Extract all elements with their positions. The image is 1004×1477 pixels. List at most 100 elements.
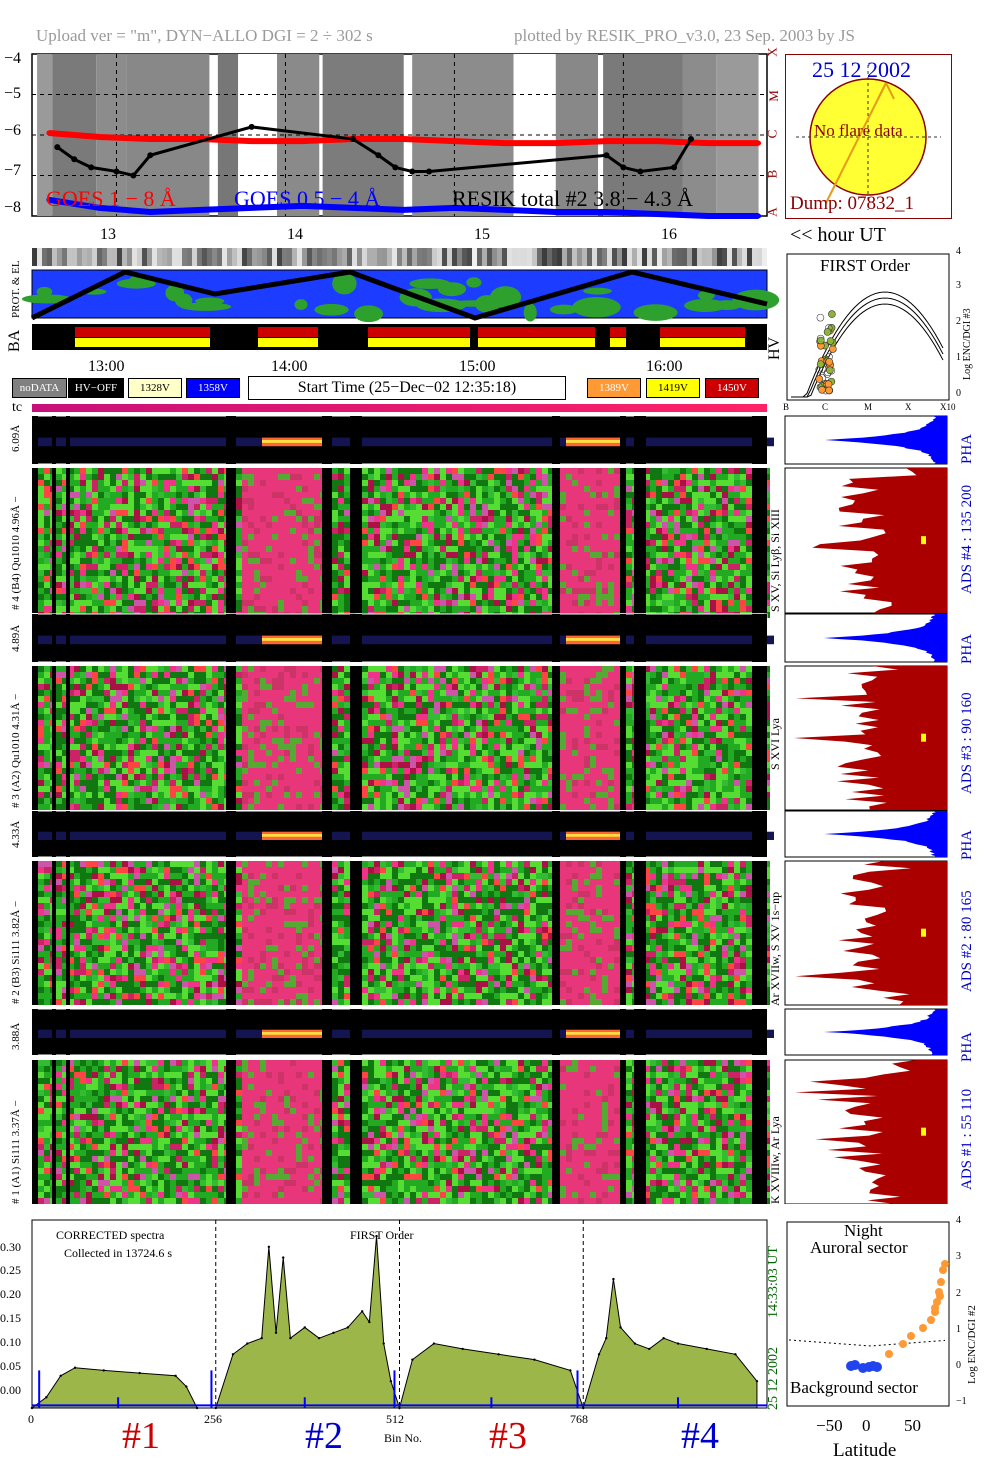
spectrogram-cell <box>176 756 182 762</box>
spectrogram-cell <box>278 786 284 792</box>
spectrogram-cell <box>506 480 512 486</box>
spectrogram-cell <box>236 666 242 672</box>
spectrogram-cell <box>38 528 44 534</box>
spectrogram-cell <box>62 744 68 750</box>
spectrogram-cell <box>44 534 50 540</box>
spectrogram-cell <box>308 792 314 798</box>
spectrogram-cell <box>278 516 284 522</box>
gray-strip-cell <box>147 248 152 266</box>
spectrogram-cell <box>170 504 176 510</box>
spectrogram-cell <box>38 534 44 540</box>
spectrogram-cell <box>86 474 92 480</box>
spectrogram-cell <box>398 606 404 612</box>
fo-ytick-4: 4 <box>956 246 961 257</box>
fo-data-point <box>826 366 834 374</box>
spectrogram-cell <box>740 480 746 486</box>
gray-strip-cell <box>652 248 657 266</box>
spectrogram-cell <box>644 594 650 600</box>
spectrogram-cell <box>68 786 74 792</box>
spectrogram-cell <box>110 558 116 564</box>
spectrogram-cell <box>404 528 410 534</box>
spectrogram-cell <box>158 522 164 528</box>
spectrogram-cell <box>380 582 386 588</box>
spectrogram-cell <box>344 552 350 558</box>
spectrogram-cell <box>296 480 302 486</box>
spectrogram-cell <box>476 516 482 522</box>
spectrogram-cell <box>236 480 242 486</box>
spectrogram-cell <box>56 504 62 510</box>
spectrogram-cell <box>170 762 176 768</box>
spectrogram-cell <box>62 702 68 708</box>
spectrogram-cell <box>92 486 98 492</box>
gray-strip-cell <box>722 248 727 266</box>
spectrogram-cell <box>152 480 158 486</box>
spectrogram-cell <box>98 756 104 762</box>
spectrogram-cell <box>170 510 176 516</box>
spectrogram-cell <box>134 750 140 756</box>
spectrogram-cell <box>362 534 368 540</box>
spectrogram-cell <box>710 588 716 594</box>
spectrogram-cell <box>728 600 734 606</box>
spectrogram-cell <box>38 684 44 690</box>
spectrogram-cell <box>158 594 164 600</box>
gray-strip-cell <box>197 248 202 266</box>
spectrogram-cell <box>122 792 128 798</box>
spectrogram-cell <box>662 552 668 558</box>
spectrogram-cell <box>542 582 548 588</box>
spectrogram-cell <box>590 540 596 546</box>
spectrogram-cell <box>728 492 734 498</box>
spectrogram-cell <box>194 738 200 744</box>
spectrogram-cell <box>248 516 254 522</box>
goes-point <box>249 138 255 144</box>
spectrogram-cell <box>260 504 266 510</box>
spectrogram-cell <box>302 510 308 516</box>
spectrogram-cell <box>68 474 74 480</box>
spectrogram-cell <box>566 576 572 582</box>
spectrogram-cell <box>116 546 122 552</box>
spectrogram-cell <box>602 522 608 528</box>
spectrogram-cell <box>92 798 98 804</box>
spectrogram-cell <box>338 804 344 810</box>
spectrogram-cell <box>140 786 146 792</box>
spectrogram-cell <box>716 606 722 612</box>
spectrogram-cell <box>680 546 686 552</box>
spectrogram-cell <box>740 558 746 564</box>
spectrogram-cell <box>392 480 398 486</box>
spectrogram-cell <box>86 714 92 720</box>
spectrogram-cell <box>368 690 374 696</box>
spectrogram-cell <box>296 792 302 798</box>
spectrogram-cell <box>56 714 62 720</box>
spectrogram-cell <box>416 552 422 558</box>
sun-disk <box>796 65 941 210</box>
spectrogram-cell <box>398 474 404 480</box>
spectrogram-cell <box>530 576 536 582</box>
spectrogram-cell <box>464 588 470 594</box>
pha-band-core <box>278 440 286 443</box>
spectrogram-cell <box>170 528 176 534</box>
spectrogram-cell <box>662 540 668 546</box>
spectrogram-cell <box>458 606 464 612</box>
spectrogram-cell <box>290 672 296 678</box>
spectrogram-cell <box>392 582 398 588</box>
spectrogram-cell <box>338 726 344 732</box>
spectrogram-cell <box>686 546 692 552</box>
spectrogram-cell <box>158 720 164 726</box>
spectrogram-cell <box>428 558 434 564</box>
spectrogram-cell <box>56 756 62 762</box>
spectrogram-cell <box>104 666 110 672</box>
spectrogram-cell <box>92 672 98 678</box>
spectrogram-cell <box>80 768 86 774</box>
spectrogram-cell <box>278 702 284 708</box>
spectrogram-cell <box>56 666 62 672</box>
spectrogram-cell <box>62 786 68 792</box>
spectrogram-cell <box>410 498 416 504</box>
spectrogram-cell <box>212 726 218 732</box>
gray-strip-cell <box>312 248 317 266</box>
gray-strip-cell <box>267 248 272 266</box>
spectrogram-cell <box>362 708 368 714</box>
spectrogram-cell <box>182 798 188 804</box>
spectrogram-cell <box>218 564 224 570</box>
spectrogram-cell <box>98 504 104 510</box>
spectrogram-cell <box>182 510 188 516</box>
gray-strip-cell <box>552 248 557 266</box>
